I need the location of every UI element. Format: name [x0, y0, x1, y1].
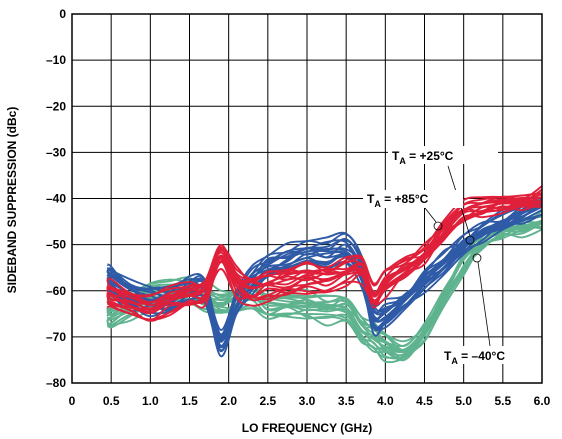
x-tick-label: 0.5 — [103, 394, 120, 408]
x-tick-label: 4.0 — [377, 394, 394, 408]
y-tick-label: –60 — [46, 284, 66, 298]
x-tick-label: 3.0 — [299, 394, 316, 408]
series-line — [106, 199, 543, 322]
x-tick-label: 2.5 — [259, 394, 276, 408]
series-group — [106, 196, 543, 358]
x-tick-label: 1.0 — [142, 394, 159, 408]
x-tick-label: 4.5 — [416, 394, 433, 408]
x-tick-label: 6.0 — [534, 394, 551, 408]
annotation-85c: TA = +85°C — [363, 190, 463, 231]
y-tick-label: –80 — [46, 376, 66, 390]
x-axis-title: LO FREQUENCY (GHz) — [242, 421, 372, 435]
y-tick-label: –70 — [46, 330, 66, 344]
series-line — [106, 204, 543, 353]
y-tick-label: 0 — [59, 7, 66, 21]
svg-text:TA = –40°C: TA = –40°C — [444, 349, 505, 366]
x-tick-labels: 0 0.5 1.0 1.5 2.0 2.5 3.0 3.5 4.0 4.5 5.0 5.5 6.0 — [69, 394, 551, 408]
x-tick-label: 5.5 — [494, 394, 511, 408]
x-tick-label: 1.5 — [181, 394, 198, 408]
series-line — [106, 203, 543, 352]
series-line — [106, 210, 543, 343]
y-axis-title: SIDEBAND SUPPRESSION (dBc) — [5, 107, 19, 294]
x-tick-label: 5.0 — [455, 394, 472, 408]
annotation-25c: TA = +25°C — [388, 146, 498, 245]
y-tick-labels: 0 –10 –20 –30 –40 –50 –60 –70 –80 — [46, 7, 66, 390]
y-tick-label: –20 — [46, 99, 66, 113]
y-tick-label: –30 — [46, 145, 66, 159]
svg-text:TA = +85°C: TA = +85°C — [367, 192, 429, 209]
series-line — [106, 199, 543, 336]
series-line — [106, 199, 543, 313]
series-line — [106, 209, 543, 352]
series-line — [106, 199, 543, 337]
plot-border — [71, 13, 543, 384]
x-tick-label: 2.0 — [220, 394, 237, 408]
series-lines — [106, 185, 543, 364]
y-tick-label: –50 — [46, 238, 66, 252]
svg-text:TA = +25°C: TA = +25°C — [392, 149, 454, 166]
annotation-minus40c: TA = –40°C — [440, 253, 540, 366]
x-tick-label: 3.5 — [338, 394, 355, 408]
y-tick-label: –40 — [46, 192, 66, 206]
y-tick-label: –10 — [46, 53, 66, 67]
plot-frame — [71, 13, 543, 384]
x-tick-label: 0 — [69, 394, 76, 408]
